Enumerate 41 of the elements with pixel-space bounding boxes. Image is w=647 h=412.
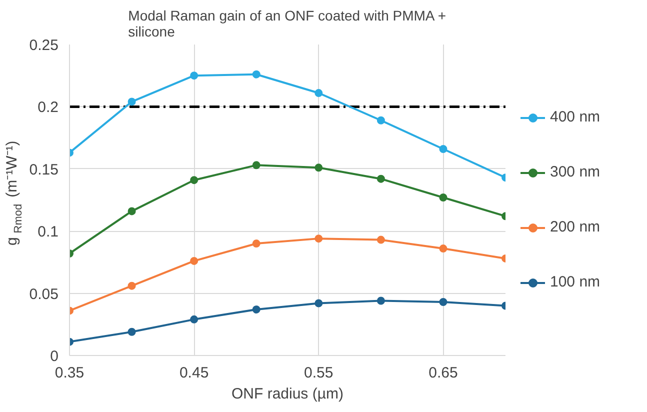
y-axis-title: gRmod (m⁻¹W⁻¹) [4,140,24,246]
legend-label: 200 nm [550,218,600,236]
x-axis-title: ONF radius (µm) [232,386,344,402]
point [439,298,448,306]
point [128,328,136,336]
point [252,240,260,248]
point [376,174,385,183]
point [252,161,260,170]
point [314,164,323,172]
y-tick-label: 0.15 [29,161,59,178]
y-tick-label: 0.05 [29,286,59,303]
point [128,98,136,106]
point [439,194,448,202]
point [314,299,323,308]
x-tick-label: 0.65 [428,364,458,382]
point [190,72,198,80]
x-tick-label: 0.55 [304,364,334,382]
point [190,176,198,184]
point [252,70,260,78]
legend-label: 400 nm [550,108,600,126]
y-tick-label: 0.25 [29,37,59,54]
point [376,236,385,244]
y-tick-label: 0.1 [38,224,59,241]
y-tick-label: 0.2 [38,99,59,116]
point [376,116,385,124]
point [190,256,198,265]
point [439,145,448,153]
point [128,207,136,216]
point [376,296,385,305]
point [128,282,136,290]
chart-title: Modal Raman gain of an ONF coated with PMMA + silicone [128,8,446,40]
legend-label: 100 nm [550,274,600,290]
point [314,89,323,98]
x-tick-label: 0.35 [54,364,84,382]
point [314,234,323,243]
y-tick-label: 0 [50,348,58,365]
point [190,315,198,324]
point [252,305,260,314]
legend-label: 300 nm [550,164,600,180]
x-tick-label: 0.45 [179,364,209,382]
point [439,244,448,253]
